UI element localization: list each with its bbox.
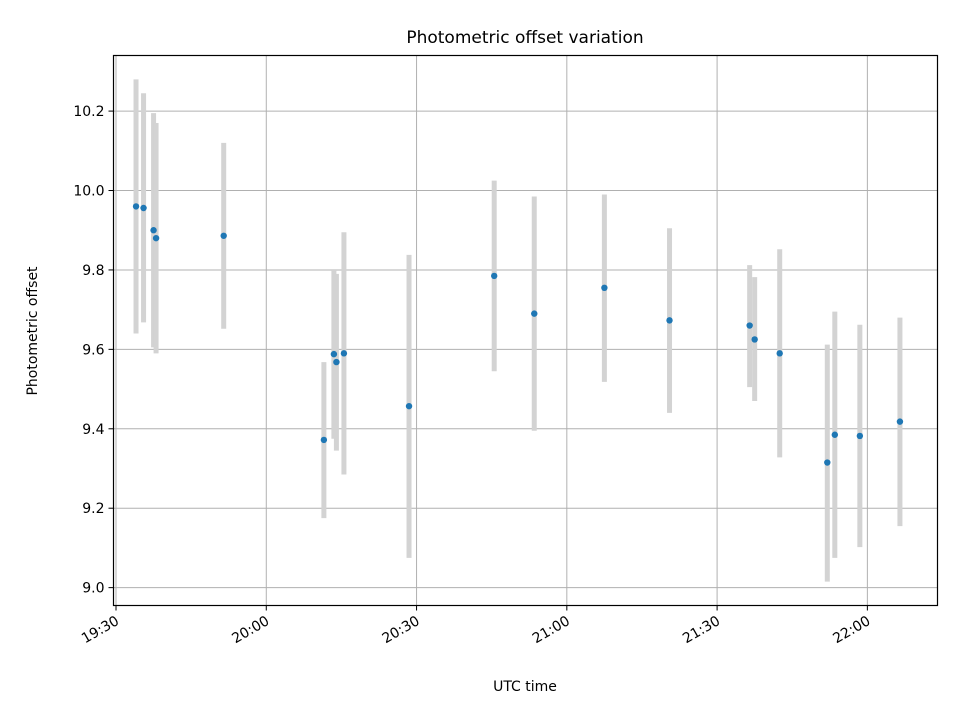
data-point — [746, 322, 753, 329]
data-point — [490, 272, 498, 280]
data-point — [601, 284, 608, 292]
data-point — [856, 432, 864, 440]
chart-title: Photometric offset variation — [406, 28, 643, 48]
error-bars — [133, 79, 903, 582]
data-point — [824, 459, 831, 466]
data-point — [152, 234, 160, 242]
x-axis-title: UTC time — [493, 679, 557, 695]
x-tick-label: 20:30 — [380, 613, 423, 647]
y-tick-label: 10.0 — [73, 184, 104, 200]
data-point — [776, 350, 783, 357]
y-tick-label: 9.8 — [82, 263, 104, 279]
data-point — [220, 232, 227, 239]
x-tick-label: 20:00 — [229, 613, 272, 647]
x-tick-label: 21:00 — [530, 613, 573, 647]
data-points — [132, 203, 904, 466]
data-point — [150, 227, 157, 234]
plot-frame — [112, 54, 939, 607]
x-tick-label: 22:00 — [830, 613, 873, 647]
y-tick-label: 10.2 — [73, 104, 104, 120]
data-point — [140, 204, 147, 212]
data-point — [666, 317, 673, 324]
y-axis: 9.0 9.2 9.4 9.6 9.8 10.0 10.2 — [73, 104, 114, 597]
data-point — [751, 336, 758, 343]
data-point — [333, 358, 340, 366]
data-point — [132, 203, 140, 210]
y-tick-label: 9.4 — [82, 422, 104, 438]
y-tick-label: 9.0 — [82, 581, 104, 597]
grid — [113, 55, 938, 606]
data-point — [831, 431, 839, 438]
x-axis: 19:30 20:00 20:30 21:00 21:30 22:00 — [79, 605, 873, 647]
data-point — [531, 310, 538, 317]
x-tick-label: 19:30 — [79, 613, 122, 647]
data-point — [320, 436, 328, 444]
y-axis-title: Photometric offset — [25, 266, 41, 396]
y-tick-label: 9.2 — [82, 501, 104, 517]
data-point — [896, 418, 904, 425]
data-point — [330, 350, 338, 358]
y-tick-label: 9.6 — [82, 342, 104, 358]
data-point — [405, 402, 413, 410]
data-point — [340, 350, 348, 357]
x-tick-label: 21:30 — [680, 613, 723, 647]
